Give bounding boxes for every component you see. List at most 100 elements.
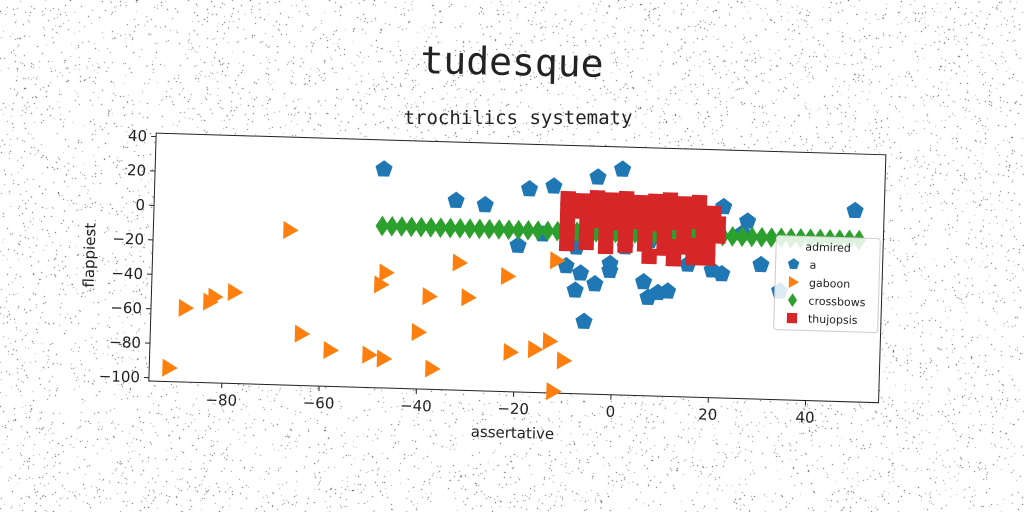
point-gaboon <box>452 253 469 272</box>
point-thujopsis <box>636 236 653 253</box>
point-crossbows <box>472 218 487 240</box>
point-crossbows <box>754 226 769 248</box>
point-thujopsis <box>681 213 698 230</box>
point-thujopsis <box>662 192 679 208</box>
x-tick-label: 40 <box>795 408 815 427</box>
point-gaboon <box>227 283 244 302</box>
point-thujopsis <box>618 201 635 217</box>
point-a <box>589 168 607 185</box>
point-a <box>509 236 527 253</box>
point-thujopsis <box>589 200 605 217</box>
x-axis-label: assertative <box>470 423 554 443</box>
point-a <box>739 212 757 229</box>
point-a <box>659 282 677 299</box>
point-thujopsis <box>617 237 634 254</box>
point-gaboon <box>323 341 339 360</box>
point-gaboon <box>294 324 311 343</box>
point-crossbows <box>414 216 428 238</box>
legend-entry: a <box>787 258 817 272</box>
y-tick-label: −80 <box>109 333 141 352</box>
point-gaboon <box>203 292 219 311</box>
legend-label: gaboon <box>809 277 851 291</box>
y-tick-label: 0 <box>135 196 145 214</box>
point-thujopsis <box>559 223 576 240</box>
legend-marker <box>787 258 800 270</box>
point-a <box>545 177 563 194</box>
legend-label: crossbows <box>808 295 866 310</box>
point-gaboon <box>542 332 559 351</box>
legend-marker <box>786 312 798 324</box>
point-gaboon <box>379 263 395 282</box>
point-gaboon <box>411 322 428 341</box>
point-thujopsis <box>656 228 673 244</box>
legend: admired a gaboon crossbows thujopsis <box>773 235 881 334</box>
point-a <box>566 281 584 298</box>
point-thujopsis <box>651 216 668 232</box>
point-gaboon <box>461 288 477 307</box>
point-crossbows <box>540 220 555 242</box>
point-crossbows <box>433 217 448 239</box>
point-gaboon <box>500 267 517 286</box>
point-crossbows <box>502 219 516 241</box>
point-a <box>752 255 770 273</box>
point-crossbows <box>482 218 497 240</box>
point-a <box>635 272 653 290</box>
point-thujopsis <box>695 217 712 234</box>
point-a <box>575 312 593 329</box>
legend-entry: gaboon <box>788 275 851 291</box>
point-thujopsis <box>685 249 701 266</box>
x-tick-label: −40 <box>400 397 432 416</box>
legend-label: a <box>809 259 816 272</box>
point-gaboon <box>556 351 573 370</box>
point-crossbows <box>492 219 506 240</box>
plot-area: −80 −60 −40 −20 0 20 40 −100−80−60−40−2002040 … <box>80 127 887 443</box>
point-thujopsis <box>637 212 654 228</box>
point-thujopsis <box>559 211 576 228</box>
data-points <box>162 160 866 401</box>
y-tick-label: −40 <box>111 264 143 283</box>
point-crossbows <box>424 217 438 238</box>
point-thujopsis <box>622 213 639 230</box>
point-gaboon <box>362 345 378 364</box>
legend-title: admired <box>805 240 851 254</box>
legend-marker <box>788 293 798 307</box>
x-tick-label: 20 <box>698 405 718 424</box>
point-crossbows <box>375 215 390 237</box>
point-gaboon <box>178 298 195 317</box>
y-tick-label: −20 <box>112 230 144 249</box>
point-gaboon <box>283 220 299 239</box>
y-tick-label: −100 <box>98 367 140 386</box>
point-thujopsis <box>558 235 575 252</box>
point-thujopsis <box>685 237 702 254</box>
point-thujopsis <box>597 238 614 255</box>
point-crossbows <box>443 217 458 239</box>
point-thujopsis <box>598 224 614 241</box>
point-gaboon <box>546 382 562 401</box>
x-tick-label: 0 <box>605 403 615 421</box>
point-gaboon <box>425 359 441 378</box>
point-a <box>614 160 632 177</box>
point-thujopsis <box>579 213 595 230</box>
point-gaboon <box>376 349 393 368</box>
legend-label: thujopsis <box>808 313 858 327</box>
point-crossbows <box>764 227 779 248</box>
x-tick-label: −60 <box>303 394 335 413</box>
legend-items: a gaboon crossbows thujopsis <box>786 258 866 327</box>
point-crossbows <box>521 219 535 241</box>
point-gaboon <box>373 275 390 294</box>
point-a <box>375 160 393 177</box>
point-a <box>476 195 494 213</box>
point-thujopsis <box>710 216 727 232</box>
y-tick-label: −60 <box>110 299 142 318</box>
point-a <box>447 191 465 209</box>
point-a <box>846 201 864 219</box>
x-tick-label: −80 <box>205 391 237 410</box>
point-thujopsis <box>665 250 682 267</box>
legend-box <box>773 235 881 334</box>
point-crossbows <box>453 217 467 239</box>
point-crossbows <box>735 226 749 248</box>
point-thujopsis <box>641 248 658 265</box>
point-gaboon <box>162 358 178 377</box>
y-tick-label: 20 <box>127 161 147 180</box>
chart-title: trochilics systematy <box>404 107 633 129</box>
